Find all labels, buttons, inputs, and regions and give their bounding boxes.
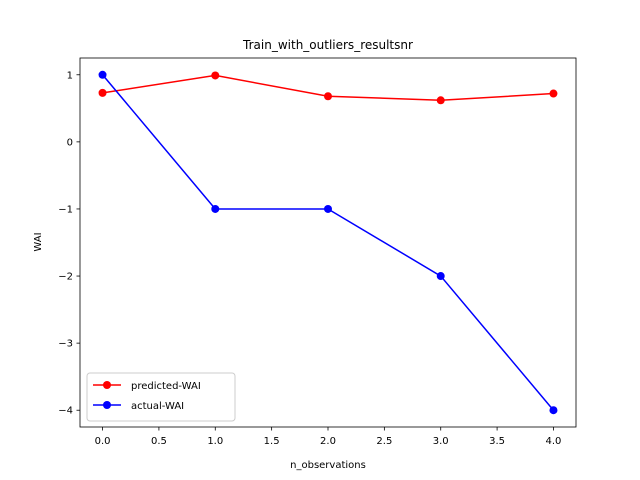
- legend-label: predicted-WAI: [131, 381, 201, 392]
- x-tick-label: 4.0: [546, 436, 562, 447]
- y-tick-label: −4: [58, 406, 73, 417]
- y-tick-label: −2: [58, 272, 73, 283]
- y-axis-ticks: 1 0 −1 −2 −3 −4: [58, 70, 80, 417]
- y-tick-label: 0: [67, 137, 73, 148]
- data-point-actual-WAI: [324, 204, 332, 213]
- y-tick-label: −3: [58, 339, 73, 350]
- x-tick-label: 2.0: [320, 436, 336, 447]
- data-point-predicted-WAI: [211, 71, 220, 80]
- data-point-predicted-WAI: [549, 89, 558, 98]
- data-point-actual-WAI: [98, 70, 107, 79]
- x-axis-label: n_observations: [290, 460, 366, 471]
- x-tick-label: 3.0: [433, 436, 449, 447]
- data-point-predicted-WAI: [98, 88, 107, 97]
- chart-title: Train_with_outliers_resultsnr: [242, 38, 413, 52]
- legend-marker: [103, 381, 111, 389]
- legend: predicted-WAI actual-WAI: [86, 372, 236, 422]
- x-axis-ticks: 0.0 0.5 1.0 1.5 2.0 2.5 3.0 3.5 4.0: [95, 427, 562, 447]
- legend-box: [86, 372, 236, 422]
- x-tick-label: 1.5: [264, 436, 280, 447]
- data-point-actual-WAI: [549, 406, 558, 415]
- data-point-predicted-WAI: [324, 92, 332, 101]
- x-tick-label: 2.5: [376, 436, 392, 447]
- legend-label: actual-WAI: [131, 401, 184, 412]
- x-tick-label: 0.0: [95, 436, 111, 447]
- data-point-actual-WAI: [436, 272, 445, 281]
- x-tick-label: 1.0: [207, 436, 223, 447]
- data-point-predicted-WAI: [436, 96, 445, 105]
- y-tick-label: −1: [58, 204, 73, 215]
- x-tick-label: 3.5: [489, 436, 505, 447]
- data-point-actual-WAI: [211, 204, 220, 213]
- x-tick-label: 0.5: [151, 436, 167, 447]
- series-layer: [98, 70, 558, 415]
- y-axis-label: WAI: [33, 232, 44, 251]
- legend-marker: [103, 401, 111, 409]
- y-tick-label: 1: [67, 70, 73, 81]
